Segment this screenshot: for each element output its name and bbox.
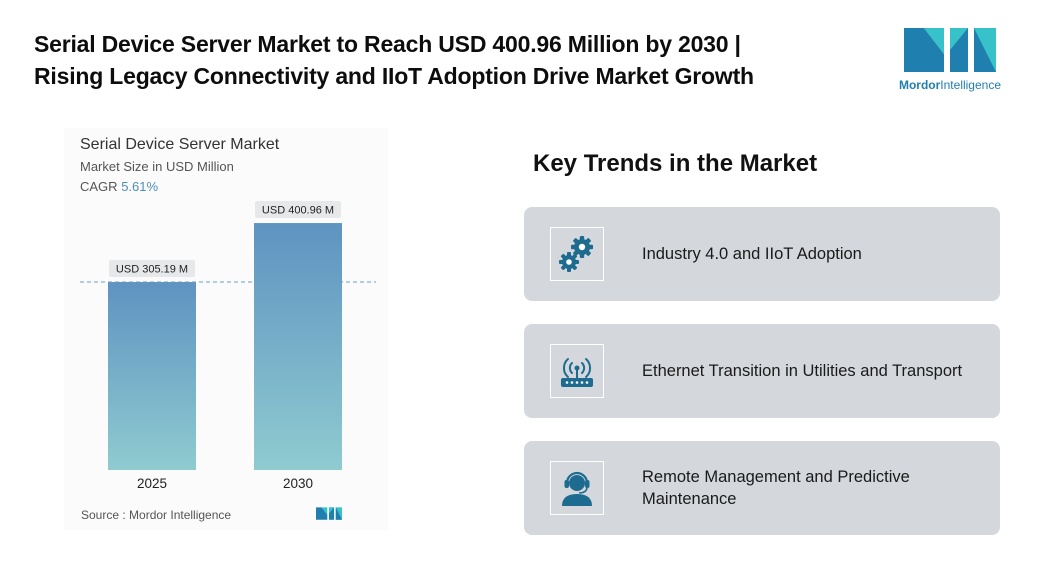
- trend-icon-box: [550, 461, 604, 515]
- trend-label: Industry 4.0 and IIoT Adoption: [642, 245, 862, 263]
- logo-word-1: Mordor: [898, 78, 941, 92]
- trend-card-iiot: Industry 4.0 and IIoT Adoption: [524, 207, 1000, 301]
- chart-title: Serial Device Server Market: [80, 136, 280, 153]
- mordor-logo-text: MordorIntelligence: [892, 78, 1008, 92]
- trend-icon-box: [550, 344, 604, 398]
- data-label-2030: USD 400.96 M: [262, 205, 334, 217]
- chart-source: Source : Mordor Intelligence: [81, 508, 232, 522]
- data-label-2025: USD 305.19 M: [116, 264, 188, 276]
- trends-title: Key Trends in the Market: [533, 150, 818, 177]
- bar-chart: USD 305.19 M 2025 USD 400.96 M 2030: [80, 201, 376, 491]
- mordor-logo-mark-icon: [904, 28, 996, 72]
- x-tick-2030: 2030: [283, 476, 313, 491]
- mini-logo-icon: [316, 507, 342, 520]
- x-tick-2025: 2025: [137, 476, 167, 491]
- router-icon: [561, 358, 593, 387]
- gears-icon: [559, 236, 593, 272]
- headline-line-2: Rising Legacy Connectivity and IIoT Adop…: [34, 63, 754, 89]
- trend-card-ethernet: Ethernet Transition in Utilities and Tra…: [524, 324, 1000, 418]
- bar-2030: [254, 223, 342, 470]
- data-label-bg: [109, 260, 195, 278]
- bar-2025: [108, 282, 196, 470]
- support-agent-icon: [562, 471, 592, 506]
- market-chart-card: USD 305.19 M 2025 USD 400.96 M 2030 Serial …: [64, 128, 388, 530]
- mordor-logo: MordorIntelligence: [892, 24, 1008, 96]
- cagr-label: CAGR: [80, 179, 118, 194]
- trend-label: Ethernet Transition in Utilities and Tra…: [642, 362, 963, 380]
- chart-cagr: CAGR 5.61%: [80, 179, 158, 194]
- trend-label: Remote Management and Predictive Mainten…: [642, 468, 910, 508]
- trend-icon-box: [550, 227, 604, 281]
- chart-subtitle: Market Size in USD Million: [80, 159, 234, 174]
- logo-word-2: Intelligence: [940, 78, 1002, 92]
- trend-card-remote: Remote Management and Predictive Mainten…: [524, 441, 1000, 535]
- cagr-value: 5.61%: [121, 179, 159, 194]
- headline-line-1: Serial Device Server Market to Reach USD…: [34, 31, 741, 57]
- data-label-bg: [255, 201, 341, 219]
- headline: Serial Device Server Market to Reach USD…: [34, 28, 854, 92]
